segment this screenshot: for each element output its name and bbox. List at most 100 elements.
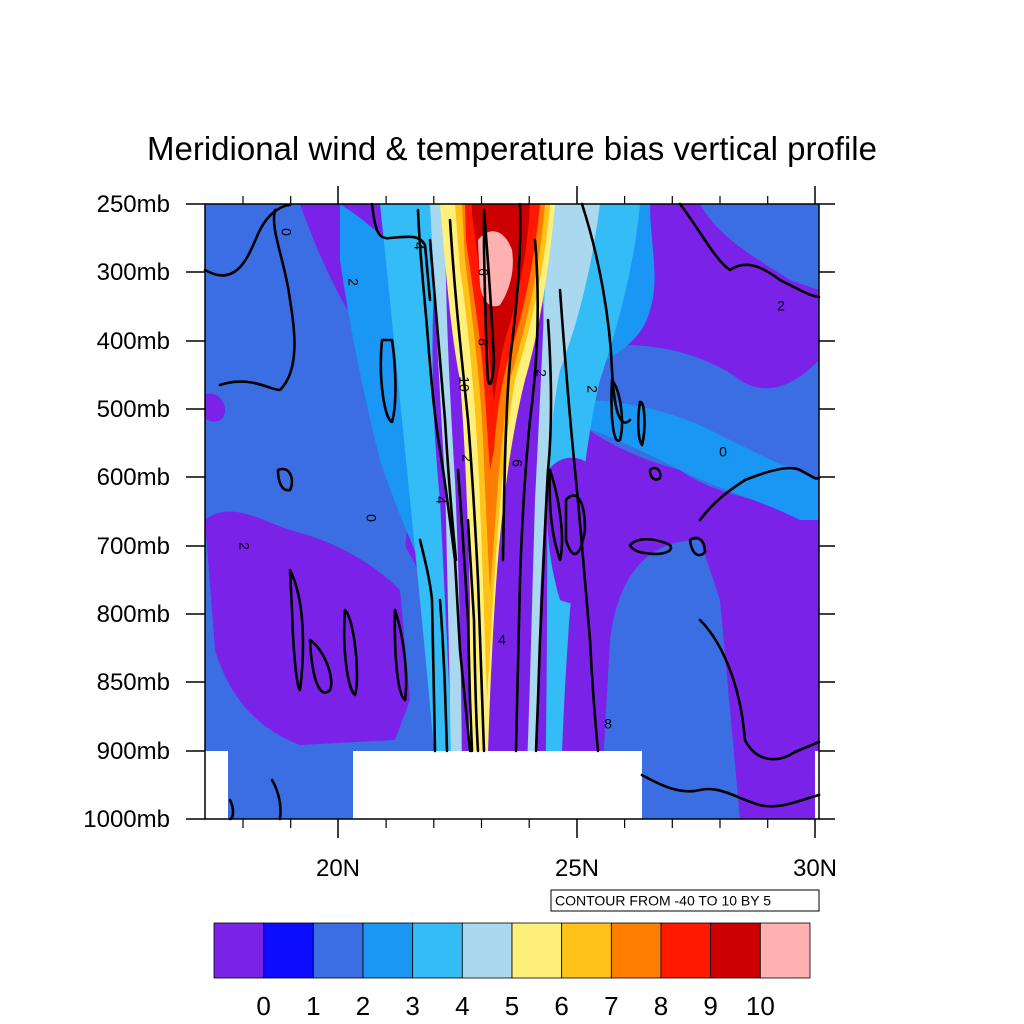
contour-label-8: 2: [584, 385, 600, 393]
colorbar-label-6: 6: [554, 991, 568, 1021]
contour-line-11: [501, 202, 522, 562]
wind-contour-lines: [203, 202, 821, 821]
colorbar-swatch-2: [312, 922, 364, 979]
y-tick-label-5: 700mb: [97, 533, 170, 560]
colorbar-label-2: 2: [356, 991, 370, 1021]
contour-line-6: [428, 238, 458, 562]
bias-region-10: [380, 204, 455, 819]
contour-line-35: [564, 494, 587, 556]
bias-region-4: [600, 540, 740, 819]
y-tick-label-3: 500mb: [97, 396, 170, 423]
x-tick-label-0: 20N: [316, 855, 360, 882]
contour-line-7: [448, 218, 486, 753]
y-tick-label-9: 1000mb: [83, 806, 170, 833]
contour-line-34: [548, 468, 564, 562]
bias-region-6: [640, 204, 819, 290]
contour-label-14: 6: [509, 459, 525, 467]
contour-line-1: [203, 203, 292, 277]
contour-label-10: 0: [719, 444, 727, 460]
x-tick-label-1: 25N: [555, 855, 599, 882]
y-tick-label-8: 900mb: [97, 738, 170, 765]
contour-line-14: [558, 288, 600, 753]
contour-line-18: [648, 466, 662, 481]
y-tick-label-4: 600mb: [97, 464, 170, 491]
contour-line-3: [370, 202, 432, 302]
bias-region-5: [205, 204, 410, 600]
contour-info-box: [550, 889, 820, 912]
axes: 250mb 300mb 400mb 500mb 600mb 700mb 800mb 850mb…: [83, 186, 837, 882]
colorbar-label-7: 7: [604, 991, 618, 1021]
bias-filled-contours: [205, 204, 819, 819]
contour-label-17: 4: [433, 496, 449, 504]
contour-line-19: [628, 537, 673, 556]
colorbar-label-5: 5: [505, 991, 519, 1021]
colorbar-swatch-8: [610, 922, 662, 979]
contour-line-9: [466, 518, 480, 753]
y-tick-label-7: 850mb: [97, 669, 170, 696]
contour-line-32: [270, 778, 282, 821]
colorbar-label-4: 4: [455, 991, 469, 1021]
colorbar-label-8: 8: [654, 991, 668, 1021]
y-tick-label-2: 400mb: [97, 328, 170, 355]
contour-line-25: [418, 538, 437, 753]
contour-line-12: [514, 238, 540, 753]
contour-labels: 0 2 4 6 8 10 2 2 2 0 0 2 4 6 8 2 4: [236, 228, 785, 732]
colorbar-label-9: 9: [703, 991, 717, 1021]
contour-label-15: 8: [604, 716, 612, 732]
contour-label-3: 4: [411, 242, 427, 250]
bias-region-13: [525, 204, 600, 819]
contour-line-30: [342, 608, 359, 697]
contour-label-1: 0: [278, 228, 294, 236]
contour-line-15: [580, 202, 632, 424]
colorbar-swatch-4: [412, 922, 463, 979]
bias-region-23: [205, 393, 225, 422]
bias-region-9: [560, 400, 819, 520]
colorbar-swatch-5: [461, 922, 513, 979]
contour-label-4: 6: [475, 268, 491, 276]
contour-line-21: [698, 466, 821, 522]
contour-line-23: [698, 618, 821, 761]
contour-line-10: [482, 208, 496, 386]
contour-line-22: [678, 202, 821, 299]
colorbar-label-1: 1: [306, 991, 320, 1021]
contour-info-label: CONTOUR FROM -40 TO 10 BY 5: [555, 893, 771, 909]
x-tick-label-2: 30N: [793, 855, 837, 882]
colorbar-swatch-7: [561, 922, 612, 979]
colorbar-swatch-0: [213, 922, 265, 979]
colorbar-swatch-1: [263, 922, 314, 979]
bias-region-22: [778, 538, 794, 580]
contour-label-13: 4: [498, 632, 506, 648]
contour-line-26: [438, 598, 449, 753]
contour-label-2: 2: [345, 278, 361, 286]
contour-label-6: 10: [456, 376, 472, 392]
colorbar-swatch-10: [710, 922, 761, 979]
contour-line-17: [636, 400, 646, 447]
contour-line-20: [688, 536, 707, 557]
contour-line-28: [288, 568, 305, 692]
bias-region-12: [430, 204, 462, 819]
contour-label-11: 0: [363, 514, 379, 522]
contour-label-9: 2: [777, 298, 785, 314]
y-tick-label-0: 250mb: [97, 191, 170, 218]
colorbar-swatch-9: [660, 922, 712, 979]
y-tick-label-6: 800mb: [97, 601, 170, 628]
contour-label-5: 8: [475, 338, 491, 346]
terrain-mask-main: [353, 751, 642, 819]
contour-line-2: [218, 208, 296, 392]
terrain-mask-left: [205, 751, 228, 819]
contour-line-24: [640, 773, 821, 808]
colorbar-swatch-11: [759, 922, 811, 979]
contour-label-16: 2: [236, 542, 252, 550]
contour-line-8: [456, 468, 474, 753]
terrain-mask-right: [815, 751, 819, 819]
colorbar-label-0: 0: [256, 991, 270, 1021]
colorbar-label-10: 10: [746, 991, 775, 1021]
contour-line-5: [416, 208, 472, 753]
bias-region-21: [546, 457, 605, 604]
contour-line-27: [276, 467, 294, 492]
contour-line-31: [393, 608, 408, 702]
bias-region-20: [205, 511, 410, 745]
colorbar: 0 1 2 3 4 5 6 7 8 9 10: [213, 922, 811, 1021]
contour-line-16: [610, 378, 624, 443]
